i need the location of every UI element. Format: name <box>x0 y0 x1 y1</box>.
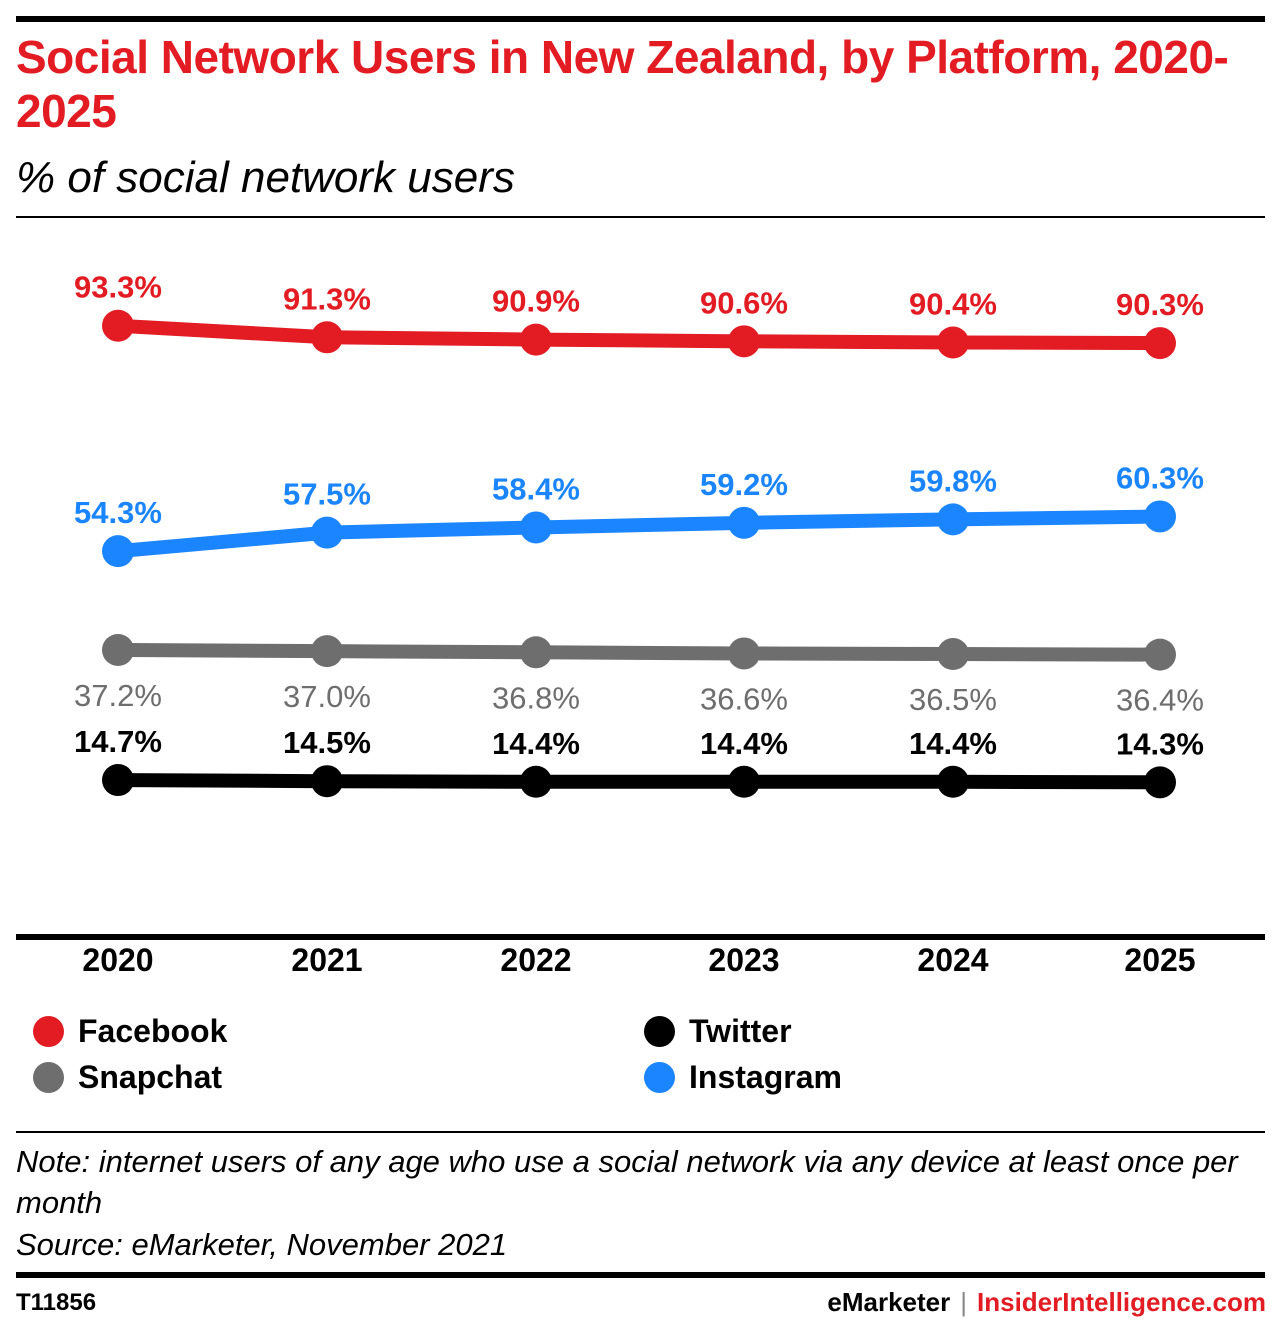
data-point-instagram-2024 <box>937 503 969 536</box>
x-tick-label-2021: 2021 <box>291 942 362 978</box>
data-label-snapchat-2022: 36.8% <box>492 680 580 715</box>
data-label-snapchat-2020: 37.2% <box>74 678 162 713</box>
data-point-instagram-2023 <box>728 506 760 539</box>
data-label-facebook-2021: 91.3% <box>283 281 371 316</box>
data-point-twitter-2023 <box>728 765 760 798</box>
data-point-snapchat-2024 <box>937 638 969 671</box>
data-point-facebook-2024 <box>937 326 969 359</box>
brand-separator: | <box>960 1287 968 1317</box>
legend-item-snapchat: Snapchat <box>33 1059 222 1095</box>
data-label-instagram-2025: 60.3% <box>1116 460 1204 495</box>
series-line-snapchat <box>111 642 1167 662</box>
series-twitter: 14.7% 14.5% 14.4% 14.4% 14.4% 14.3% <box>74 724 1204 799</box>
data-point-instagram-2021 <box>311 516 343 549</box>
legend-item-instagram: Instagram <box>644 1059 842 1095</box>
legend-label: Snapchat <box>78 1059 223 1095</box>
chart-source: Source: eMarketer, November 2021 <box>16 1227 508 1262</box>
series-line-facebook <box>111 318 1167 351</box>
data-point-facebook-2022 <box>520 323 552 356</box>
series-facebook: 93.3% 91.3% 90.9% 90.6% 90.4% 90.3% <box>74 270 1204 360</box>
brand-insiderintelligence: InsiderIntelligence.com <box>977 1287 1266 1317</box>
data-label-facebook-2025: 90.3% <box>1116 287 1204 322</box>
data-point-facebook-2021 <box>311 321 343 354</box>
data-label-snapchat-2024: 36.5% <box>909 682 997 717</box>
data-label-facebook-2020: 93.3% <box>74 270 162 305</box>
data-point-instagram-2022 <box>520 511 552 544</box>
data-label-instagram-2024: 59.8% <box>909 463 997 498</box>
data-point-facebook-2025 <box>1144 327 1176 360</box>
footer-bottom-rule <box>16 1272 1265 1278</box>
data-point-snapchat-2025 <box>1144 638 1176 671</box>
data-point-facebook-2023 <box>728 325 760 358</box>
series-snapchat: 37.2% 37.0% 36.8% 36.6% 36.5% 36.4% <box>74 633 1204 718</box>
data-point-snapchat-2022 <box>520 636 552 669</box>
data-label-twitter-2022: 14.4% <box>492 726 580 761</box>
data-point-snapchat-2021 <box>311 635 343 668</box>
data-label-snapchat-2025: 36.4% <box>1116 683 1204 718</box>
data-point-twitter-2024 <box>937 765 969 798</box>
data-label-facebook-2022: 90.9% <box>492 284 580 319</box>
data-label-instagram-2020: 54.3% <box>74 495 162 530</box>
subtitle-rule <box>16 216 1265 218</box>
series-line-twitter <box>111 773 1167 790</box>
data-point-twitter-2020 <box>102 764 134 797</box>
data-point-twitter-2025 <box>1144 766 1176 799</box>
data-label-twitter-2025: 14.3% <box>1116 726 1204 761</box>
data-point-instagram-2020 <box>102 535 134 568</box>
x-axis-line <box>16 934 1265 940</box>
data-point-instagram-2025 <box>1144 500 1176 533</box>
chart-subtitle: % of social network users <box>16 153 515 202</box>
data-label-facebook-2024: 90.4% <box>909 286 997 321</box>
legend-swatch <box>644 1015 675 1047</box>
data-label-twitter-2024: 14.4% <box>909 726 997 761</box>
x-tick-label-2022: 2022 <box>500 942 571 978</box>
chart-id: T11856 <box>16 1289 97 1316</box>
brand-emarketer: eMarketer <box>827 1287 951 1317</box>
chart-title: Social Network Users in New Zealand, by … <box>16 31 1229 137</box>
data-label-snapchat-2023: 36.6% <box>700 681 788 716</box>
x-tick-label-2024: 2024 <box>917 942 988 978</box>
data-label-instagram-2022: 58.4% <box>492 471 580 506</box>
data-point-twitter-2021 <box>311 765 343 798</box>
data-point-facebook-2020 <box>102 309 134 342</box>
series-line-instagram <box>111 509 1167 559</box>
footer-top-rule <box>16 1131 1265 1133</box>
legend-label: Twitter <box>689 1013 792 1049</box>
x-tick-label-2025: 2025 <box>1124 942 1195 978</box>
legend-swatch <box>33 1061 64 1093</box>
legend-swatch <box>33 1015 64 1047</box>
chart-note: Note: internet users of any age who use … <box>16 1144 1238 1220</box>
legend-item-facebook: Facebook <box>33 1013 227 1049</box>
data-point-twitter-2022 <box>520 765 552 798</box>
data-label-snapchat-2021: 37.0% <box>283 679 371 714</box>
data-label-instagram-2023: 59.2% <box>700 467 788 502</box>
legend-label: Instagram <box>689 1059 842 1095</box>
legend-item-twitter: Twitter <box>644 1013 792 1049</box>
brand-credit: eMarketer | InsiderIntelligence.com <box>827 1287 1266 1318</box>
data-point-snapchat-2020 <box>102 633 134 666</box>
top-rule <box>16 16 1265 22</box>
x-tick-label-2020: 2020 <box>82 942 153 978</box>
data-label-twitter-2021: 14.5% <box>283 725 371 760</box>
data-point-snapchat-2023 <box>728 637 760 670</box>
x-tick-label-2023: 2023 <box>708 942 779 978</box>
legend-label: Facebook <box>78 1013 228 1049</box>
series-layer: 93.3% 91.3% 90.9% 90.6% 90.4% 90.3% 54.3% 57.5%… <box>74 270 1204 799</box>
series-instagram: 54.3% 57.5% 58.4% 59.2% 59.8% 60.3% <box>74 460 1204 568</box>
line-chart: 93.3% 91.3% 90.9% 90.6% 90.4% 90.3% 54.3% 57.5%… <box>16 270 1265 978</box>
data-label-facebook-2023: 90.6% <box>700 285 788 320</box>
x-tick-labels: 2020 2021 2022 2023 2024 2025 <box>82 942 1195 978</box>
legend-swatch <box>644 1061 675 1093</box>
data-label-twitter-2020: 14.7% <box>74 724 162 759</box>
data-label-instagram-2021: 57.5% <box>283 477 371 512</box>
data-label-twitter-2023: 14.4% <box>700 726 788 761</box>
